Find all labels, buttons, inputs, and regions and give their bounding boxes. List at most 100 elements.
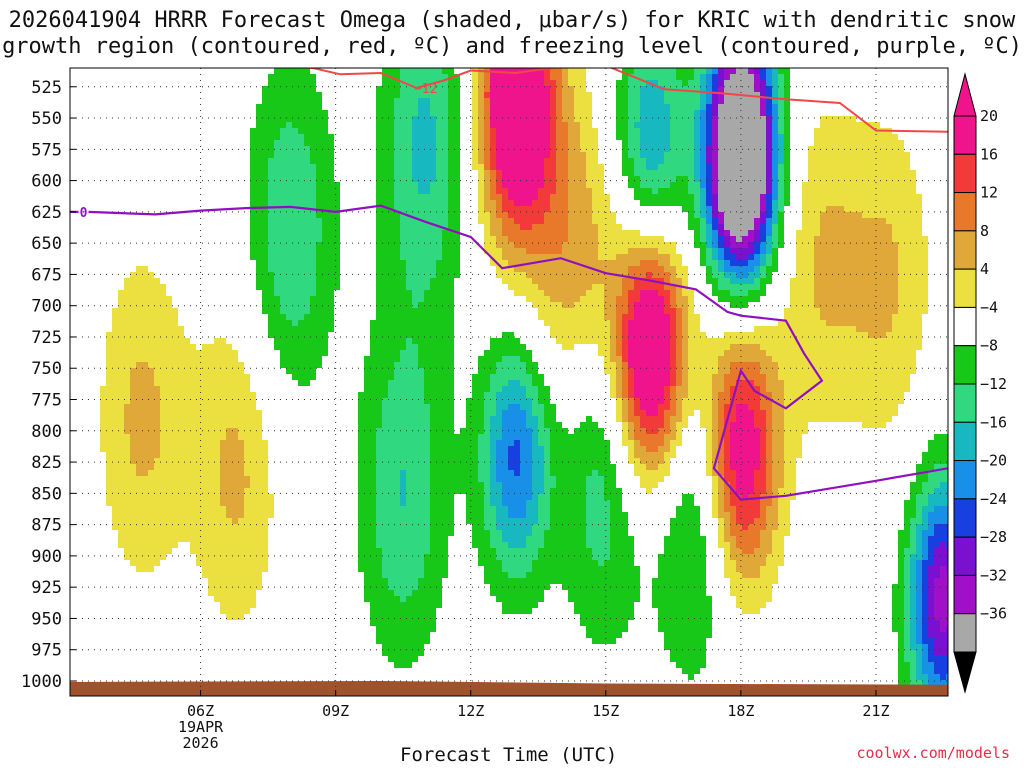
omega-cell	[478, 146, 484, 152]
omega-cell	[196, 500, 202, 506]
omega-cell	[280, 74, 286, 80]
omega-cell	[586, 596, 592, 602]
omega-cell	[586, 482, 592, 488]
omega-cell	[382, 320, 388, 326]
omega-cell	[316, 326, 322, 332]
omega-cell	[142, 344, 148, 350]
omega-cell	[304, 284, 310, 290]
omega-cell	[544, 86, 550, 92]
omega-cell	[136, 500, 142, 506]
omega-cell	[424, 116, 430, 122]
omega-cell	[322, 278, 328, 284]
omega-cell	[136, 308, 142, 314]
omega-cell	[610, 236, 616, 242]
omega-cell	[562, 116, 568, 122]
omega-cell	[562, 242, 568, 248]
omega-cell	[244, 446, 250, 452]
omega-cell	[400, 260, 406, 266]
omega-cell	[520, 422, 526, 428]
omega-cell	[208, 482, 214, 488]
omega-cell	[502, 560, 508, 566]
omega-cell	[448, 494, 454, 500]
omega-cell	[208, 572, 214, 578]
omega-cell	[232, 386, 238, 392]
omega-cell	[400, 230, 406, 236]
omega-cell	[580, 218, 586, 224]
omega-cell	[388, 428, 394, 434]
omega-cell	[160, 338, 166, 344]
omega-cell	[442, 416, 448, 422]
omega-cell	[400, 254, 406, 260]
omega-cell	[424, 86, 430, 92]
omega-cell	[226, 434, 232, 440]
omega-cell	[400, 194, 406, 200]
omega-cell	[370, 446, 376, 452]
omega-cell	[394, 506, 400, 512]
omega-cell	[124, 494, 130, 500]
omega-cell	[262, 266, 268, 272]
omega-cell	[496, 512, 502, 518]
omega-cell	[376, 446, 382, 452]
omega-cell	[190, 398, 196, 404]
omega-cell	[394, 104, 400, 110]
omega-cell	[550, 560, 556, 566]
omega-cell	[490, 530, 496, 536]
omega-cell	[244, 554, 250, 560]
omega-cell	[292, 278, 298, 284]
omega-cell	[418, 440, 424, 446]
omega-cell	[502, 398, 508, 404]
omega-cell	[286, 164, 292, 170]
omega-cell	[604, 224, 610, 230]
omega-cell	[394, 260, 400, 266]
omega-cell	[592, 200, 598, 206]
omega-cell	[394, 428, 400, 434]
omega-cell	[184, 500, 190, 506]
omega-cell	[448, 176, 454, 182]
omega-cell	[514, 230, 520, 236]
omega-cell	[334, 194, 340, 200]
omega-cell	[280, 176, 286, 182]
omega-cell	[280, 92, 286, 98]
omega-cell	[454, 104, 460, 110]
omega-cell	[436, 536, 442, 542]
omega-cell	[556, 92, 562, 98]
omega-cell	[388, 518, 394, 524]
omega-cell	[412, 536, 418, 542]
omega-cell	[442, 290, 448, 296]
omega-cell	[412, 530, 418, 536]
omega-cell	[520, 224, 526, 230]
omega-cell	[304, 116, 310, 122]
omega-cell	[226, 518, 232, 524]
omega-cell	[586, 602, 592, 608]
omega-cell	[562, 512, 568, 518]
omega-cell	[286, 110, 292, 116]
omega-cell	[304, 326, 310, 332]
omega-cell	[484, 182, 490, 188]
omega-cell	[292, 218, 298, 224]
omega-cell	[184, 428, 190, 434]
omega-cell	[250, 524, 256, 530]
omega-cell	[244, 470, 250, 476]
omega-cell	[430, 140, 436, 146]
omega-cell	[214, 554, 220, 560]
omega-cell	[202, 350, 208, 356]
omega-cell	[514, 92, 520, 98]
omega-cell	[538, 266, 544, 272]
omega-cell	[616, 236, 622, 242]
omega-cell	[376, 152, 382, 158]
omega-cell	[508, 476, 514, 482]
omega-cell	[244, 410, 250, 416]
omega-cell	[220, 458, 226, 464]
omega-cell	[376, 140, 382, 146]
omega-cell	[424, 386, 430, 392]
omega-cell	[472, 422, 478, 428]
omega-cell	[382, 632, 388, 638]
omega-cell	[514, 134, 520, 140]
omega-cell	[532, 230, 538, 236]
omega-cell	[316, 218, 322, 224]
omega-cell	[166, 512, 172, 518]
omega-cell	[442, 278, 448, 284]
omega-cell	[136, 470, 142, 476]
omega-cell	[238, 506, 244, 512]
omega-cell	[538, 170, 544, 176]
